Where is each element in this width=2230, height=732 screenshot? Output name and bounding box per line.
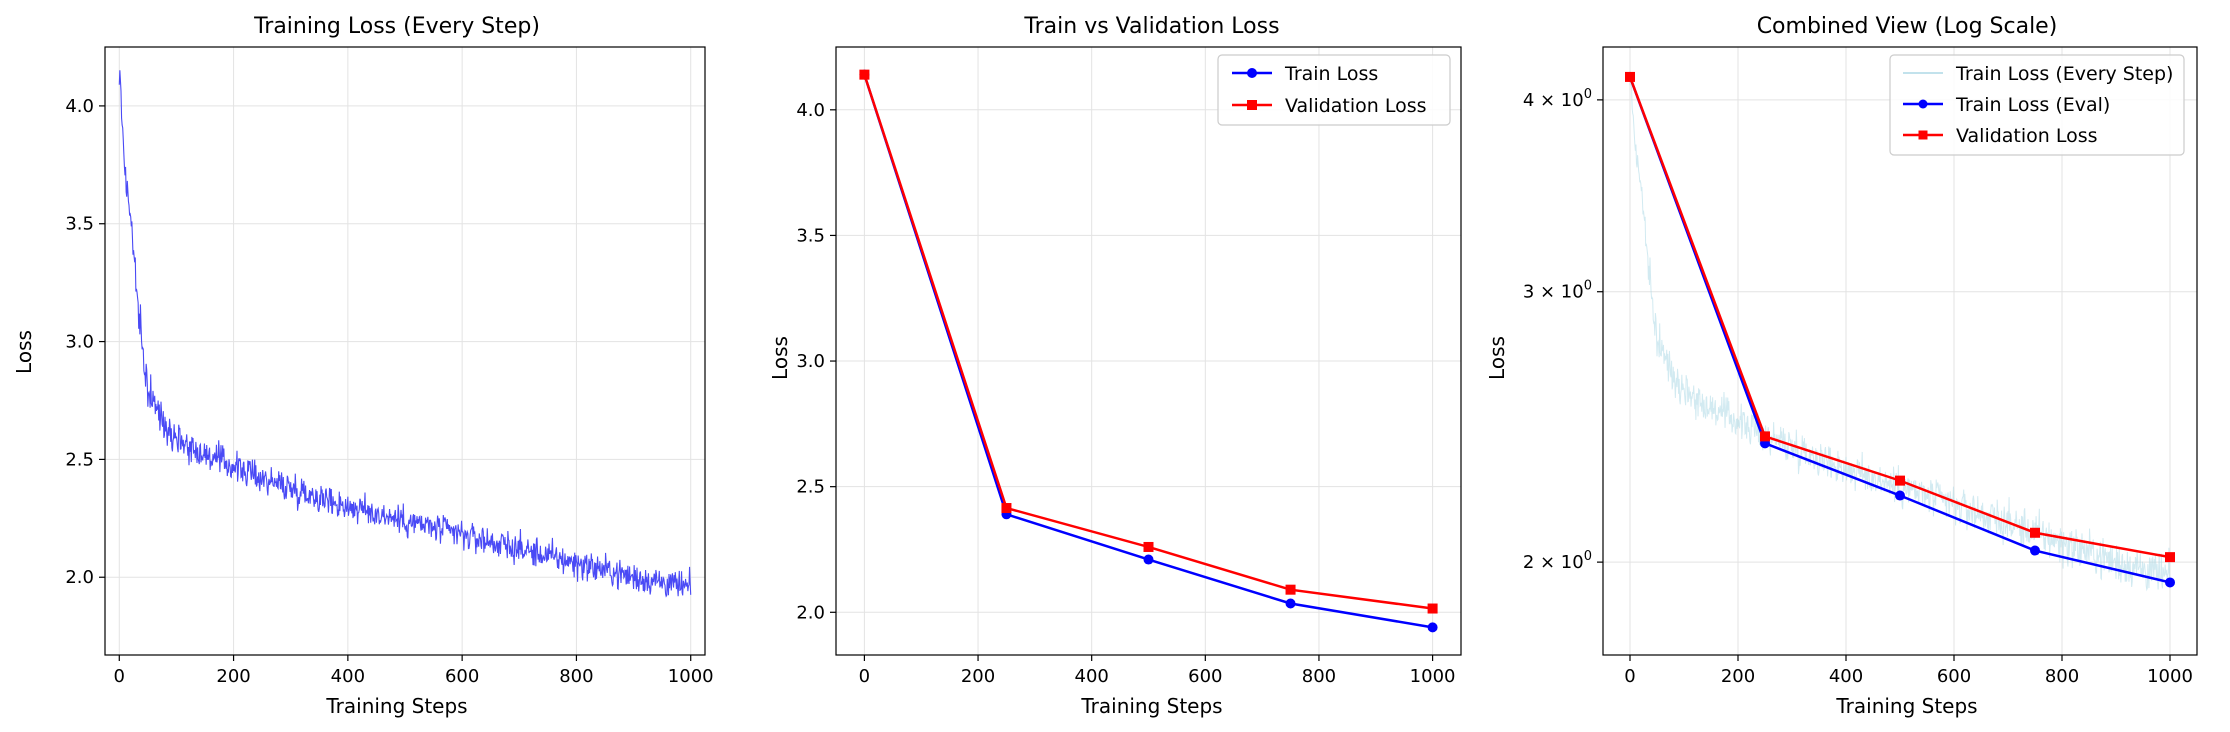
data-point-validation xyxy=(859,69,870,80)
x-tick-label: 800 xyxy=(1302,666,1336,687)
legend-box xyxy=(1217,54,1451,126)
legend-label-train-loss-eval: Train Loss (Eval) xyxy=(1955,94,2110,116)
legend-label-train-loss-every-step: Train Loss (Every Step) xyxy=(1955,63,2173,85)
y-axis-label: Loss xyxy=(1485,336,1509,380)
data-point-validation xyxy=(2030,527,2040,538)
legend-marker-train-loss xyxy=(1247,68,1257,78)
ticks: 0 200 400 600 800 1000 2.0 2.5 3.0 3.5 4.0 xyxy=(796,100,1455,687)
panel-train-vs-validation: Train vs Validation Loss 0 200 400 600 800 10… xyxy=(768,14,1462,718)
x-tick-label: 200 xyxy=(961,666,995,687)
x-tick-label: 600 xyxy=(1188,666,1222,687)
y-tick-label: 4 × 100 xyxy=(1523,87,1592,111)
x-tick-label: 0 xyxy=(1624,666,1635,687)
legend-marker-validation-loss xyxy=(1247,100,1257,110)
chart-title: Training Loss (Every Step) xyxy=(253,14,540,39)
legend-label-train-loss: Train Loss xyxy=(1284,63,1378,85)
grid xyxy=(836,47,1461,655)
x-tick-label: 600 xyxy=(445,666,479,687)
x-axis-label: Training Steps xyxy=(1835,694,1977,718)
ticks: 0 200 400 600 800 1000 2 × 100 3 × 100 4 × 100 xyxy=(1523,87,2193,687)
y-tick-label: 4.0 xyxy=(796,100,825,121)
y-tick-label: 2.5 xyxy=(796,477,825,498)
legend-marker-validation-loss xyxy=(1918,130,1928,140)
y-tick-label: 3 × 100 xyxy=(1523,279,1592,303)
x-tick-label: 200 xyxy=(1721,666,1755,687)
x-tick-label: 400 xyxy=(1829,666,1863,687)
data-point-validation xyxy=(1760,431,1770,442)
plot-frame xyxy=(1602,46,2198,656)
x-tick-label: 800 xyxy=(2045,666,2079,687)
data-point-train xyxy=(1427,622,1438,633)
y-tick-label: 3.0 xyxy=(65,332,94,353)
data-point-validation xyxy=(1285,584,1296,595)
y-tick-label: 2.0 xyxy=(796,602,825,623)
y-axis-label: Loss xyxy=(12,330,36,374)
x-tick-label: 0 xyxy=(114,666,125,687)
data-point-train xyxy=(2165,577,2175,588)
data-point-validation xyxy=(1895,475,1905,486)
plot-frame xyxy=(104,46,706,656)
y-tick-label: 2.5 xyxy=(65,449,94,470)
data-point-train xyxy=(1285,598,1296,609)
legend-label-validation-loss: Validation Loss xyxy=(1956,125,2098,147)
x-tick-label: 800 xyxy=(559,666,593,687)
legend-box xyxy=(1889,54,2185,156)
data-point-train xyxy=(1143,554,1154,565)
data-point-train xyxy=(1895,490,1905,501)
y-tick-label: 4.0 xyxy=(65,96,94,117)
data-point-validation xyxy=(1625,71,1635,82)
series-line-training-loss xyxy=(118,70,692,598)
series-layer xyxy=(118,70,692,598)
legend-marker-train-loss-eval xyxy=(1918,99,1928,109)
plot-frame xyxy=(835,46,1462,656)
y-tick-label: 2 × 100 xyxy=(1523,549,1592,573)
chart-title: Train vs Validation Loss xyxy=(1023,14,1279,39)
data-point-validation xyxy=(1001,503,1012,514)
x-axis-label: Training Steps xyxy=(1080,694,1222,718)
x-tick-label: 1000 xyxy=(1410,666,1456,687)
panel-training-loss: Training Loss (Every Step) 0 200 400 600 800… xyxy=(12,14,714,718)
x-tick-label: 1000 xyxy=(668,666,714,687)
y-tick-label: 3.0 xyxy=(796,351,825,372)
x-tick-label: 200 xyxy=(216,666,250,687)
y-axis-label: Loss xyxy=(768,336,792,380)
grid xyxy=(105,47,705,655)
x-tick-label: 400 xyxy=(1075,666,1109,687)
series-layer xyxy=(1625,71,2175,592)
x-tick-label: 400 xyxy=(331,666,365,687)
data-point-validation xyxy=(1143,541,1154,552)
panel-combined-log: Combined View (Log Scale) 0 200 400 600 800 1… xyxy=(1485,14,2198,718)
y-tick-label: 3.5 xyxy=(65,214,94,235)
x-axis-label: Training Steps xyxy=(325,694,467,718)
legend-label-validation-loss: Validation Loss xyxy=(1285,95,1427,117)
legend: Train Loss (Every Step) Train Loss (Eval… xyxy=(1889,54,2185,156)
x-tick-label: 600 xyxy=(1937,666,1971,687)
ticks: 0 200 400 600 800 1000 2.0 2.5 3.0 3.5 4.0 xyxy=(65,96,713,687)
x-tick-label: 0 xyxy=(859,666,870,687)
series-layer xyxy=(859,69,1438,633)
data-point-validation xyxy=(2165,552,2175,563)
data-point-validation xyxy=(1427,603,1438,614)
data-point-train xyxy=(2030,545,2040,556)
chart-title: Combined View (Log Scale) xyxy=(1757,14,2058,39)
legend: Train Loss Validation Loss xyxy=(1217,54,1451,126)
y-tick-label: 2.0 xyxy=(65,567,94,588)
y-tick-label: 3.5 xyxy=(796,225,825,246)
x-tick-label: 1000 xyxy=(2147,666,2193,687)
